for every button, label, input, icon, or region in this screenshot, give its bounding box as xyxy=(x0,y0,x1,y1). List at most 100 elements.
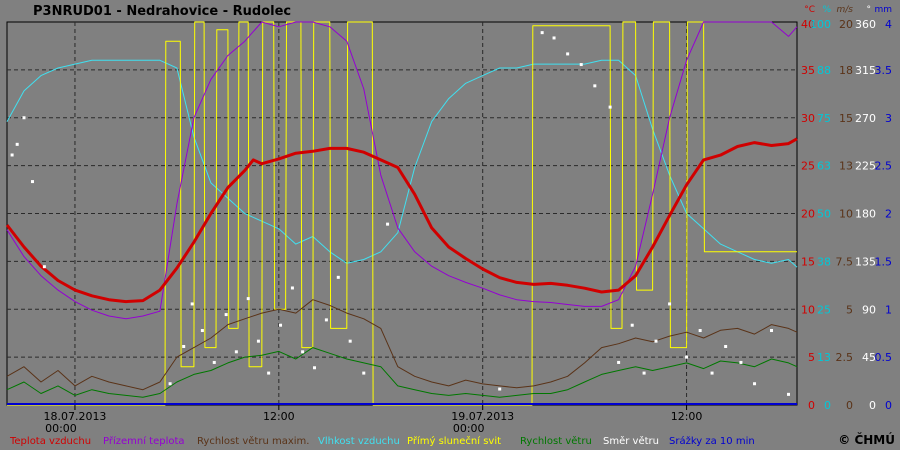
y-tick-label: 135 xyxy=(855,255,876,268)
wind-direction-point xyxy=(617,360,621,364)
y-tick-label: 0 xyxy=(846,399,853,412)
y-tick-label: 20 xyxy=(801,208,815,221)
wind-direction-point xyxy=(290,286,294,290)
wind-direction-point xyxy=(724,344,728,348)
y-axis-unit: m/s xyxy=(837,5,854,15)
legend: Teplota vzduchu Přízemní teplota Rychlost … xyxy=(9,435,755,447)
wind-direction-point xyxy=(540,31,544,35)
x-tick-label: 12:00 xyxy=(263,410,295,423)
y-tick-label: 15 xyxy=(801,255,815,268)
y-tick-label: 2.5 xyxy=(875,160,893,173)
y-tick-label: 1 xyxy=(885,303,892,316)
y-tick-label: 225 xyxy=(855,160,876,173)
wind-direction-point xyxy=(593,84,597,88)
legend-item: Rychlost větru maxim. xyxy=(197,435,309,447)
wind-direction-point xyxy=(279,323,283,327)
y-axes: 4035302520151050100887563503825130201815… xyxy=(801,18,892,412)
x-tick-label-time: 00:00 xyxy=(453,422,485,435)
y-tick-label: 13 xyxy=(839,160,853,173)
y-tick-label: 90 xyxy=(862,303,876,316)
y-tick-label: 18 xyxy=(839,64,853,77)
wind-direction-point xyxy=(698,329,702,333)
y-tick-label: 40 xyxy=(801,18,815,31)
legend-item: Teplota vzduchu xyxy=(9,436,91,447)
y-tick-label: 2 xyxy=(885,208,892,221)
wind-direction-point xyxy=(42,265,46,269)
y-tick-label: 30 xyxy=(801,112,815,125)
series-line-p-m-slune-n-svit xyxy=(7,21,797,406)
chart-title: P3NRUD01 - Nedrahovice - Rudolec xyxy=(33,4,291,19)
y-tick-label: 3 xyxy=(885,112,892,125)
y-tick-label: 25 xyxy=(817,303,831,316)
y-tick-label: 5 xyxy=(846,303,853,316)
y-tick-label: 20 xyxy=(839,18,853,31)
y-tick-label: 0 xyxy=(808,399,815,412)
y-tick-label: 25 xyxy=(801,160,815,173)
y-tick-label: 3.5 xyxy=(875,64,893,77)
wind-direction-point xyxy=(324,318,328,322)
y-tick-label: 270 xyxy=(855,112,876,125)
wind-direction-point xyxy=(10,153,14,157)
wind-direction-point xyxy=(753,382,757,386)
wind-direction-point xyxy=(654,339,658,343)
y-axis-unit: °C xyxy=(804,5,815,15)
wind-direction-point xyxy=(224,313,228,317)
y-tick-label: 63 xyxy=(817,160,831,173)
x-tick-label: 18.07.2013 xyxy=(43,410,106,423)
series-line-rychlost-v-tru-maxim- xyxy=(6,299,798,391)
wind-direction-point xyxy=(787,392,791,396)
grid xyxy=(7,22,797,405)
y-tick-label: 35 xyxy=(801,64,815,77)
y-tick-label: 0 xyxy=(869,399,876,412)
y-tick-label: 7.5 xyxy=(836,255,854,268)
y-tick-label: 5 xyxy=(808,351,815,364)
wind-direction-point xyxy=(552,36,556,40)
y-tick-label: 13 xyxy=(817,351,831,364)
y-tick-label: 0 xyxy=(885,399,892,412)
wind-direction-point xyxy=(313,366,317,370)
y-tick-label: 1.5 xyxy=(875,255,893,268)
wind-direction-point xyxy=(212,360,216,364)
y-tick-label: 10 xyxy=(801,303,815,316)
series-layer xyxy=(5,21,798,406)
x-tick-label: 12:00 xyxy=(671,410,703,423)
wind-direction-point xyxy=(336,275,340,279)
y-tick-label: 50 xyxy=(817,208,831,221)
wind-direction-point xyxy=(630,323,634,327)
y-axis-unit: % xyxy=(822,5,831,15)
x-tick-label-time: 00:00 xyxy=(45,422,77,435)
wind-direction-point xyxy=(30,180,34,184)
wind-direction-point xyxy=(200,329,204,333)
wind-direction-point xyxy=(770,329,774,333)
wind-direction-point xyxy=(710,371,714,375)
y-tick-label: 0.5 xyxy=(875,351,893,364)
y-tick-label: 45 xyxy=(862,351,876,364)
y-tick-label: 0 xyxy=(824,399,831,412)
y-tick-label: 180 xyxy=(855,208,876,221)
y-tick-label: 88 xyxy=(817,64,831,77)
wind-direction-point xyxy=(15,142,19,146)
wind-direction-point xyxy=(685,355,689,359)
wind-direction-point xyxy=(579,63,583,67)
wind-direction-point xyxy=(267,371,271,375)
series-line-rychlost-v-tru xyxy=(6,347,798,398)
wind-direction-point xyxy=(608,105,612,109)
y-tick-label: 360 xyxy=(855,18,876,31)
y-tick-label: 38 xyxy=(817,255,831,268)
unit-labels: °C% m/s ° mm xyxy=(804,5,892,15)
wind-direction-point xyxy=(739,360,743,364)
y-tick-label: 315 xyxy=(855,64,876,77)
wind-direction-point xyxy=(362,371,366,375)
wind-direction-point xyxy=(668,302,672,306)
legend-item: Směr větru xyxy=(603,435,659,447)
y-tick-label: 2.5 xyxy=(836,351,854,364)
wind-direction-point xyxy=(301,350,305,354)
series-line-p-zemn-teplota xyxy=(6,21,798,320)
wind-direction-point xyxy=(348,339,352,343)
wind-direction-point xyxy=(386,222,390,226)
wind-direction-point xyxy=(168,382,172,386)
wind-direction-point xyxy=(642,371,646,375)
x-tick-label: 19.07.2013 xyxy=(451,410,514,423)
